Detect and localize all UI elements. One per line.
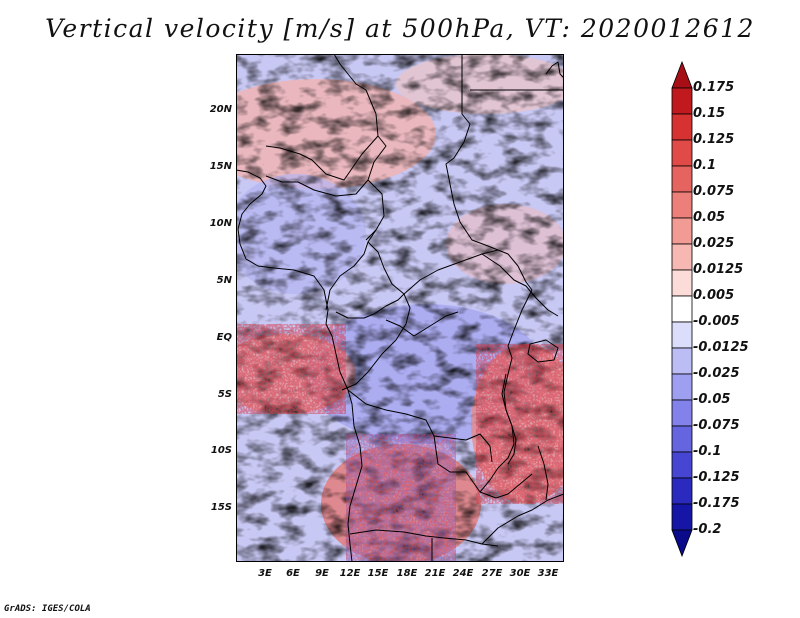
border-libya-algeria bbox=[265, 54, 379, 181]
border-cameroon-congo bbox=[335, 293, 405, 319]
lon-label-21e: 21E bbox=[424, 568, 446, 579]
colorbar-label-neg0.0125: -0.0125 bbox=[693, 340, 749, 355]
convective-speckle-blue bbox=[346, 434, 456, 562]
lat-label-20n: 20N bbox=[209, 104, 232, 115]
colorbar-label-0.15: 0.15 bbox=[693, 106, 726, 121]
colorbar-cell bbox=[671, 321, 693, 349]
lon-label-24e: 24E bbox=[452, 568, 474, 579]
map-frame bbox=[236, 54, 564, 562]
colorbar-label-0.1: 0.1 bbox=[693, 158, 717, 173]
colorbar-label-0.0125: 0.0125 bbox=[693, 262, 744, 277]
lat-label-5s: 5S bbox=[217, 389, 232, 400]
border-zambia-zimbabwe bbox=[481, 493, 564, 545]
colorbar-cell bbox=[671, 373, 693, 401]
border-angola-zambia bbox=[433, 435, 533, 499]
river-congo bbox=[385, 311, 459, 337]
lon-label-9e: 9E bbox=[315, 568, 329, 579]
colorbar-cell bbox=[671, 503, 693, 531]
colorbar bbox=[671, 60, 693, 558]
lon-label-15e: 15E bbox=[367, 568, 389, 579]
lat-label-10s: 10S bbox=[210, 445, 232, 456]
lon-label-18e: 18E bbox=[396, 568, 418, 579]
convective-speckle-gulf bbox=[236, 324, 346, 414]
colorbar-cell bbox=[671, 295, 693, 323]
border-niger-chad bbox=[365, 135, 387, 241]
colorbar-label-neg0.125: -0.125 bbox=[693, 470, 740, 485]
lake-tanganyika bbox=[501, 373, 517, 465]
colorbar-cell bbox=[671, 87, 693, 115]
colorbar-cell bbox=[671, 477, 693, 505]
colorbar-label-neg0.1: -0.1 bbox=[693, 444, 722, 459]
colorbar-label-0.125: 0.125 bbox=[693, 132, 735, 147]
colorbar-label-0.075: 0.075 bbox=[693, 184, 735, 199]
border-congo-drc bbox=[341, 293, 411, 391]
lon-label-30e: 30E bbox=[509, 568, 531, 579]
lat-label-eq: EQ bbox=[216, 332, 232, 343]
lon-label-33e: 33E bbox=[537, 568, 559, 579]
colorbar-cell bbox=[671, 191, 693, 219]
colorbar-cell bbox=[671, 347, 693, 375]
border-drc-south-sudan bbox=[481, 253, 559, 317]
colorbar-cap-top bbox=[671, 60, 693, 89]
red-sea-coast bbox=[545, 61, 564, 79]
colorbar-cell bbox=[671, 139, 693, 167]
colorbar-label-0.05: 0.05 bbox=[693, 210, 726, 225]
colorbar-label-neg0.075: -0.075 bbox=[693, 418, 740, 433]
border-angola-namibia bbox=[349, 529, 499, 547]
vertical-velocity-map bbox=[236, 54, 564, 562]
colorbar-label-0.005: 0.005 bbox=[693, 288, 735, 303]
lat-label-10n: 10N bbox=[209, 218, 232, 229]
colorbar-cell bbox=[671, 243, 693, 271]
colorbar-cell bbox=[671, 269, 693, 297]
convective-speckle-east bbox=[476, 344, 564, 504]
lat-label-15n: 15N bbox=[209, 161, 232, 172]
border-nigeria bbox=[265, 175, 369, 197]
border-car bbox=[367, 241, 499, 295]
colorbar-cap-bottom bbox=[671, 529, 693, 558]
colorbar-cell bbox=[671, 113, 693, 141]
colorbar-cell bbox=[671, 217, 693, 245]
colorbar-label-neg0.2: -0.2 bbox=[693, 522, 722, 537]
border-drc-east bbox=[479, 289, 533, 493]
border-chad-sudan bbox=[445, 54, 533, 291]
colorbar-cell bbox=[671, 399, 693, 427]
lon-label-6e: 6E bbox=[286, 568, 300, 579]
colorbar-label-neg0.175: -0.175 bbox=[693, 496, 740, 511]
lon-label-12e: 12E bbox=[339, 568, 361, 579]
lat-label-5n: 5N bbox=[216, 275, 232, 286]
coastline-west-africa bbox=[236, 169, 363, 562]
grads-credit: GrADS: IGES/COLA bbox=[4, 604, 91, 614]
colorbar-label-neg0.005: -0.005 bbox=[693, 314, 740, 329]
colorbar-cell bbox=[671, 425, 693, 453]
colorbar-cell bbox=[671, 451, 693, 479]
chart-title: Vertical velocity [m/s] at 500hPa, VT: 2… bbox=[45, 14, 755, 43]
lon-label-27e: 27E bbox=[481, 568, 503, 579]
lon-label-3e: 3E bbox=[258, 568, 272, 579]
colorbar-cell bbox=[671, 165, 693, 193]
colorbar-label-neg0.05: -0.05 bbox=[693, 392, 731, 407]
lake-victoria bbox=[527, 339, 559, 363]
lat-label-15s: 15S bbox=[210, 502, 232, 513]
colorbar-label-0.175: 0.175 bbox=[693, 80, 735, 95]
colorbar-label-neg0.025: -0.025 bbox=[693, 366, 740, 381]
lake-malawi bbox=[537, 445, 549, 501]
colorbar-label-0.025: 0.025 bbox=[693, 236, 735, 251]
